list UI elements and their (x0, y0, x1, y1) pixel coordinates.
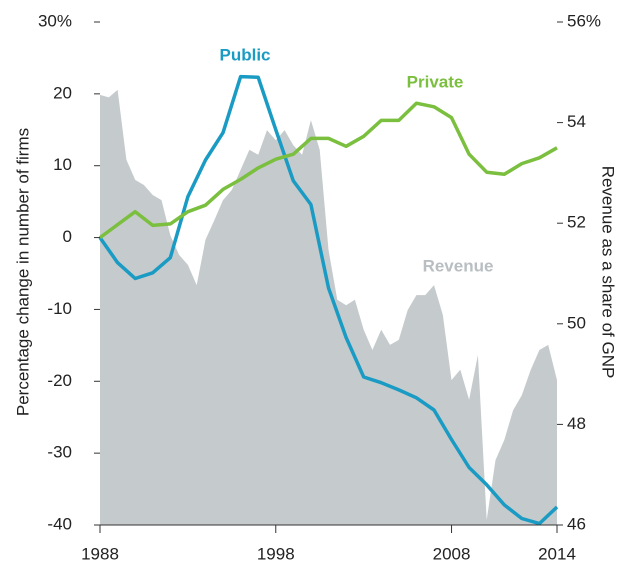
line (98, 101, 558, 240)
y2-axis-label: Revenue as a share of GNP (599, 166, 618, 379)
series-label: Private (407, 72, 464, 91)
y2-tick-label: 52 (567, 213, 586, 232)
y2-tick-label: 56% (567, 11, 601, 30)
y2-tick-label: 48 (567, 414, 586, 433)
series-label: Public (219, 45, 270, 64)
y-tick-label: 10 (53, 155, 72, 174)
y2-tick-label: 50 (567, 313, 586, 332)
x-tick-label: 1998 (257, 544, 295, 563)
y-axis-label: Percentage change in number of firms (13, 128, 32, 416)
y-tick-label: 30% (38, 11, 72, 30)
y-tick-label: -30 (47, 443, 72, 462)
y-tick-label: -40 (47, 514, 72, 533)
series-label: Revenue (423, 256, 494, 275)
y-tick-label: -20 (47, 371, 72, 390)
x-tick-label: 2008 (433, 544, 471, 563)
y-tick-label: 0 (63, 227, 72, 246)
y2-tick-label: 54 (567, 112, 586, 131)
y-tick-label: 20 (53, 83, 72, 102)
x-tick-label: 1988 (81, 544, 119, 563)
area (100, 89, 557, 526)
line (98, 74, 559, 526)
y-tick-label: -10 (47, 299, 72, 318)
y2-tick-label: 46 (567, 514, 586, 533)
x-tick-label: 2014 (538, 544, 576, 563)
